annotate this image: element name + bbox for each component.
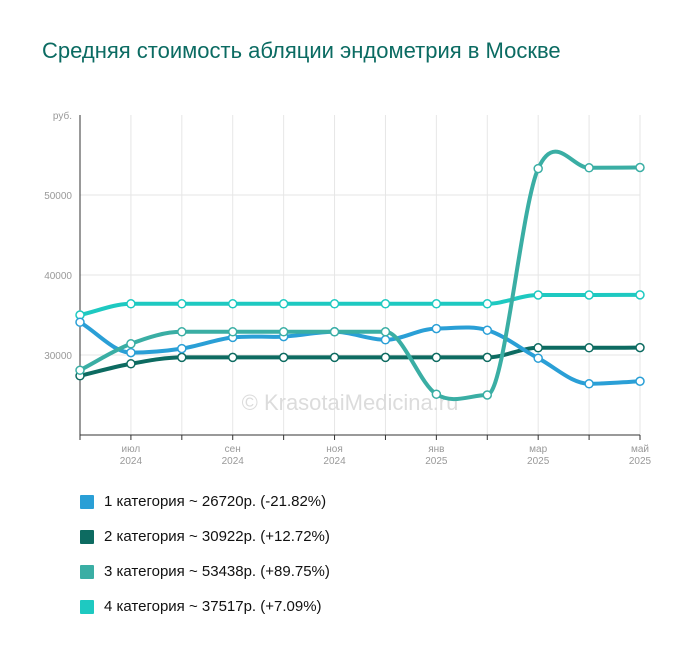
data-point [329, 352, 340, 363]
data-point [482, 299, 493, 309]
x-tick-label-year: 2025 [629, 456, 652, 467]
data-point [584, 343, 594, 353]
legend-item-3[interactable]: 3 категория ~ 53438р. (+89.75%) [80, 554, 330, 589]
data-point [380, 335, 391, 345]
data-point [380, 327, 391, 337]
data-point [75, 365, 85, 375]
legend-label: 1 категория ~ 26720р. (-21.82%) [104, 493, 327, 510]
data-point [278, 299, 289, 309]
x-tick-label-month: ноя [326, 444, 343, 455]
data-point [482, 352, 493, 363]
x-tick-label-month: сен [225, 444, 241, 455]
data-point [227, 327, 238, 337]
data-point [177, 327, 187, 337]
series-points-4 [75, 290, 645, 320]
data-point [126, 339, 136, 349]
watermark: © KrasotaiMedicina.ru [242, 390, 459, 415]
y-tick-label: 40000 [44, 271, 72, 282]
legend-label: 2 категория ~ 30922р. (+12.72%) [104, 528, 330, 545]
data-point [635, 290, 645, 300]
data-point [431, 299, 442, 309]
data-point [431, 323, 442, 334]
y-tick-label: 30000 [44, 351, 72, 362]
data-point [177, 352, 187, 363]
data-point [635, 376, 645, 386]
series-points-2 [75, 342, 645, 381]
legend-swatch [80, 529, 94, 544]
series-layer [75, 149, 645, 402]
data-point [227, 352, 238, 363]
data-point [75, 317, 85, 327]
series-4 [78, 292, 642, 317]
data-point [482, 390, 493, 400]
data-point [584, 163, 594, 173]
legend: 1 категория ~ 26720р. (-21.82%) 2 катего… [80, 484, 330, 624]
series-points-3 [75, 162, 645, 400]
series-line [78, 292, 642, 317]
y-axis-unit: руб. [53, 110, 72, 122]
data-point [635, 162, 645, 173]
data-point [431, 352, 442, 363]
data-point [329, 299, 340, 309]
legend-label: 4 категория ~ 37517р. (+7.09%) [104, 598, 322, 615]
x-tick-label-month: май [631, 444, 649, 455]
x-tick-label-year: 2024 [120, 456, 143, 467]
data-point [278, 352, 289, 363]
axes: 300004000050000руб.июл2024сен2024ноя2024… [44, 110, 651, 467]
legend-swatch [80, 564, 94, 579]
chart-title: Средняя стоимость абляции эндометрия в М… [42, 38, 561, 63]
x-tick-label-year: 2024 [323, 456, 346, 467]
data-point [431, 389, 442, 399]
data-point [177, 343, 187, 354]
data-point [482, 325, 493, 335]
data-point [126, 347, 136, 358]
data-point [380, 352, 391, 363]
legend-swatch [80, 599, 94, 614]
y-tick-label: 50000 [44, 191, 72, 202]
data-point [329, 327, 340, 337]
data-point [227, 299, 238, 309]
data-point [533, 163, 543, 174]
x-tick-label-year: 2025 [527, 456, 550, 467]
data-point [533, 353, 543, 363]
x-tick-label-month: мар [529, 444, 547, 455]
legend-swatch [80, 494, 94, 509]
data-point [533, 343, 543, 353]
data-point [380, 299, 391, 309]
x-tick-label-year: 2024 [222, 456, 245, 467]
line-chart: 300004000050000руб.июл2024сен2024ноя2024… [44, 110, 651, 467]
data-point [584, 290, 594, 300]
legend-item-2[interactable]: 2 категория ~ 30922р. (+12.72%) [80, 519, 330, 554]
data-point [584, 379, 594, 389]
data-point [635, 342, 645, 353]
data-point [126, 299, 136, 309]
data-point [177, 299, 187, 309]
grid [80, 115, 641, 435]
data-point [126, 359, 136, 369]
x-tick-label-year: 2025 [425, 456, 448, 467]
x-tick-label-month: янв [428, 444, 444, 455]
legend-item-4[interactable]: 4 категория ~ 37517р. (+7.09%) [80, 589, 330, 624]
data-point [278, 327, 289, 337]
legend-label: 3 категория ~ 53438р. (+89.75%) [104, 563, 330, 580]
legend-item-1[interactable]: 1 категория ~ 26720р. (-21.82%) [80, 484, 330, 519]
data-point [533, 290, 543, 300]
x-tick-label-month: июл [122, 444, 141, 455]
